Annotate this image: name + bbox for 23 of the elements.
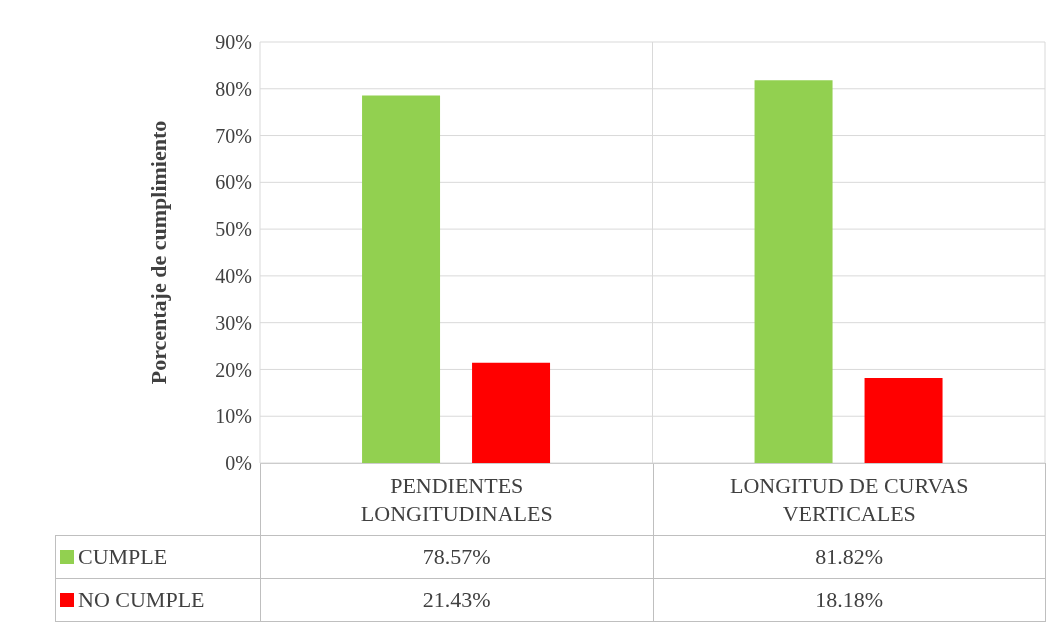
y-tick-label: 30% [215, 311, 252, 334]
legend-label: CUMPLE [55, 535, 261, 579]
x-tick-label: LONGITUD DE CURVAS VERTICALES [653, 463, 1046, 536]
data-label: 18.18% [653, 578, 1046, 622]
data-label: 21.43% [260, 578, 653, 622]
y-tick-label: 70% [215, 124, 252, 147]
y-tick-label: 10% [215, 405, 252, 428]
data-label: 78.57% [260, 535, 653, 579]
bar [754, 80, 833, 463]
bar [472, 362, 551, 463]
legend-label: NO CUMPLE [55, 578, 261, 622]
y-tick-label: 50% [215, 218, 252, 241]
y-axis-title: Porcentaje de cumplimiento [145, 120, 171, 385]
bar [362, 95, 441, 463]
y-tick-label: 90% [215, 31, 252, 54]
y-tick-label: 0% [225, 452, 252, 475]
bar [864, 377, 943, 463]
y-tick-label: 20% [215, 358, 252, 381]
y-tick-label: 40% [215, 264, 252, 287]
x-tick-label: PENDIENTES LONGITUDINALES [260, 463, 653, 536]
y-tick-label: 80% [215, 77, 252, 100]
data-label: 81.82% [653, 535, 1046, 579]
y-tick-label: 60% [215, 171, 252, 194]
